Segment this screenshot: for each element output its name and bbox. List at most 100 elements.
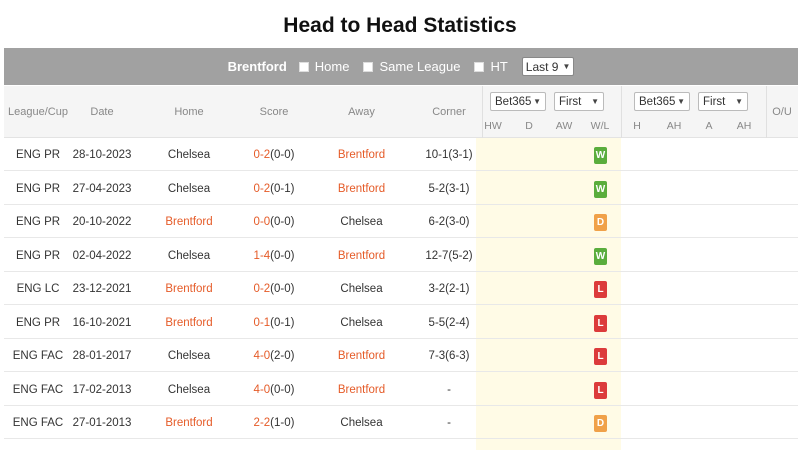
score-cell[interactable]: 4-0(0-0) bbox=[244, 373, 304, 406]
date-cell: 28-10-2023 bbox=[72, 149, 132, 161]
filter-home-option[interactable]: Home bbox=[298, 59, 350, 74]
table-row[interactable]: ENG FAC 28-01-2017 Chelsea 4-0(2-0) Brentfor… bbox=[4, 339, 798, 372]
odds1-company-select[interactable]: Bet365 ▼ bbox=[490, 92, 546, 111]
odds2-company-value: Bet365 bbox=[639, 95, 676, 108]
table-row[interactable]: ENG PR 16-10-2021 Brentford 0-1(0-1) Chelsea… bbox=[4, 306, 798, 339]
odds1-sub-aw: AW bbox=[555, 120, 573, 132]
filter-ht-option[interactable]: HT bbox=[474, 59, 508, 74]
home-team-cell[interactable]: Brentford bbox=[165, 417, 213, 429]
date-cell: 20-10-2022 bbox=[72, 216, 132, 228]
away-team-cell[interactable]: Chelsea bbox=[340, 417, 383, 429]
away-team-cell[interactable]: Brentford bbox=[337, 149, 386, 161]
header-divider bbox=[482, 86, 483, 138]
home-checkbox[interactable] bbox=[298, 61, 309, 72]
last-matches-select[interactable]: Last 9 ▼ bbox=[521, 57, 575, 76]
col-header-league: League/Cup bbox=[8, 106, 68, 118]
table-row[interactable]: ENG FAC 17-02-2013 Chelsea 4-0(0-0) Brentfor… bbox=[4, 373, 798, 406]
col-header-date: Date bbox=[90, 106, 114, 118]
table-row[interactable]: ENG FAC 27-01-2013 Brentford 2-2(1-0) Chelse… bbox=[4, 406, 798, 439]
corner-cell: 5-2(3-1) bbox=[428, 182, 470, 195]
home-team-cell[interactable]: Chelsea bbox=[167, 249, 211, 262]
corner-cell: 12-7(5-2) bbox=[425, 249, 473, 262]
odds2-sub-a: A bbox=[705, 120, 713, 132]
league-cell[interactable]: ENG PR bbox=[15, 249, 61, 262]
half-time-score: (0-0) bbox=[270, 249, 295, 262]
filter-home-label: Home bbox=[314, 59, 350, 74]
filter-team-name: Brentford bbox=[227, 59, 287, 74]
full-time-score: 0-2 bbox=[253, 283, 271, 295]
home-team-cell[interactable]: Chelsea bbox=[167, 383, 211, 396]
score-cell[interactable]: 0-1(0-1) bbox=[244, 306, 304, 339]
corner-cell: - bbox=[447, 417, 451, 429]
full-time-score: 0-2 bbox=[253, 149, 271, 161]
date-cell: 17-02-2013 bbox=[72, 383, 132, 396]
half-time-score: (0-0) bbox=[270, 283, 295, 295]
corner-cell: 5-5(2-4) bbox=[428, 316, 470, 329]
date-cell: 23-12-2021 bbox=[72, 283, 132, 295]
chevron-down-icon: ▼ bbox=[533, 97, 541, 106]
table-row[interactable]: ENG PR 02-04-2022 Chelsea 1-4(0-0) Brentford… bbox=[4, 239, 798, 272]
away-team-cell[interactable]: Brentford bbox=[337, 383, 386, 396]
filter-same-league-label: Same League bbox=[379, 59, 461, 74]
table-header: League/Cup Date Home Score Away Corner B… bbox=[4, 86, 798, 138]
result-badge: L bbox=[594, 281, 607, 298]
league-cell[interactable]: ENG PR bbox=[15, 149, 61, 161]
ht-checkbox[interactable] bbox=[474, 61, 485, 72]
result-badge: D bbox=[594, 214, 607, 231]
score-cell[interactable]: 2-2(1-0) bbox=[244, 406, 304, 439]
filter-ht-label: HT bbox=[490, 59, 508, 74]
result-badge: W bbox=[594, 180, 607, 198]
half-time-score: (0-0) bbox=[270, 383, 295, 396]
away-team-cell[interactable]: Chelsea bbox=[340, 316, 383, 329]
score-cell[interactable]: 4-0(2-0) bbox=[244, 339, 304, 372]
date-cell: 16-10-2021 bbox=[72, 316, 132, 329]
odds2-sub-h: H bbox=[633, 120, 641, 132]
full-time-score: 0-2 bbox=[253, 182, 271, 195]
odds2-period-select[interactable]: First ▼ bbox=[698, 92, 748, 111]
league-cell[interactable]: ENG PR bbox=[15, 316, 61, 329]
league-cell[interactable]: ENG FAC bbox=[12, 383, 64, 396]
half-time-score: (2-0) bbox=[270, 350, 295, 362]
col-header-ou: O/U bbox=[772, 106, 792, 118]
filter-same-league-option[interactable]: Same League bbox=[363, 59, 460, 74]
date-cell: 28-01-2017 bbox=[72, 350, 132, 362]
league-cell[interactable]: ENG FAC bbox=[12, 417, 64, 429]
league-cell[interactable]: ENG PR bbox=[15, 216, 61, 228]
home-team-cell[interactable]: Chelsea bbox=[167, 350, 211, 362]
score-cell[interactable]: 0-0(0-0) bbox=[244, 205, 304, 238]
odds1-company-value: Bet365 bbox=[495, 95, 532, 108]
away-team-cell[interactable]: Chelsea bbox=[340, 216, 383, 228]
table-row[interactable]: ENG PR 20-10-2022 Brentford 0-0(0-0) Chelsea… bbox=[4, 205, 798, 238]
corner-cell: 7-3(6-3) bbox=[428, 350, 470, 362]
result-badge: L bbox=[594, 381, 607, 399]
odds2-period-value: First bbox=[703, 95, 726, 108]
table-row[interactable]: ENG LC 23-12-2021 Brentford 0-2(0-0) Chelsea… bbox=[4, 272, 798, 305]
full-time-score: 2-2 bbox=[253, 417, 271, 429]
league-cell[interactable]: ENG FAC bbox=[12, 350, 64, 362]
full-time-score: 4-0 bbox=[253, 350, 271, 362]
half-time-score: (0-1) bbox=[270, 182, 295, 195]
filter-bar: Brentford Home Same League HT Last 9 ▼ bbox=[4, 48, 798, 85]
odds2-company-select[interactable]: Bet365 ▼ bbox=[634, 92, 690, 111]
away-team-cell[interactable]: Brentford bbox=[337, 249, 386, 262]
score-cell[interactable]: 0-2(0-0) bbox=[244, 138, 304, 171]
league-cell[interactable]: ENG PR bbox=[15, 182, 61, 195]
half-time-score: (0-0) bbox=[270, 216, 295, 228]
table-row[interactable]: ENG PR 27-04-2023 Chelsea 0-2(0-1) Brentford… bbox=[4, 172, 798, 205]
odds1-period-select[interactable]: First ▼ bbox=[554, 92, 604, 111]
league-cell[interactable]: ENG LC bbox=[16, 283, 60, 295]
away-team-cell[interactable]: Chelsea bbox=[340, 283, 383, 295]
score-cell[interactable]: 1-4(0-0) bbox=[244, 239, 304, 272]
home-team-cell[interactable]: Brentford bbox=[165, 216, 213, 228]
table-row[interactable]: ENG PR 28-10-2023 Chelsea 0-2(0-0) Brentford… bbox=[4, 138, 798, 171]
away-team-cell[interactable]: Brentford bbox=[337, 182, 386, 195]
same-league-checkbox[interactable] bbox=[363, 61, 374, 72]
score-cell[interactable]: 0-2(0-0) bbox=[244, 272, 304, 305]
home-team-cell[interactable]: Brentford bbox=[165, 283, 213, 295]
score-cell[interactable]: 0-2(0-1) bbox=[244, 172, 304, 205]
header-divider bbox=[621, 86, 622, 138]
home-team-cell[interactable]: Brentford bbox=[165, 316, 213, 329]
away-team-cell[interactable]: Brentford bbox=[337, 350, 386, 362]
home-team-cell[interactable]: Chelsea bbox=[167, 149, 211, 161]
home-team-cell[interactable]: Chelsea bbox=[167, 182, 211, 195]
